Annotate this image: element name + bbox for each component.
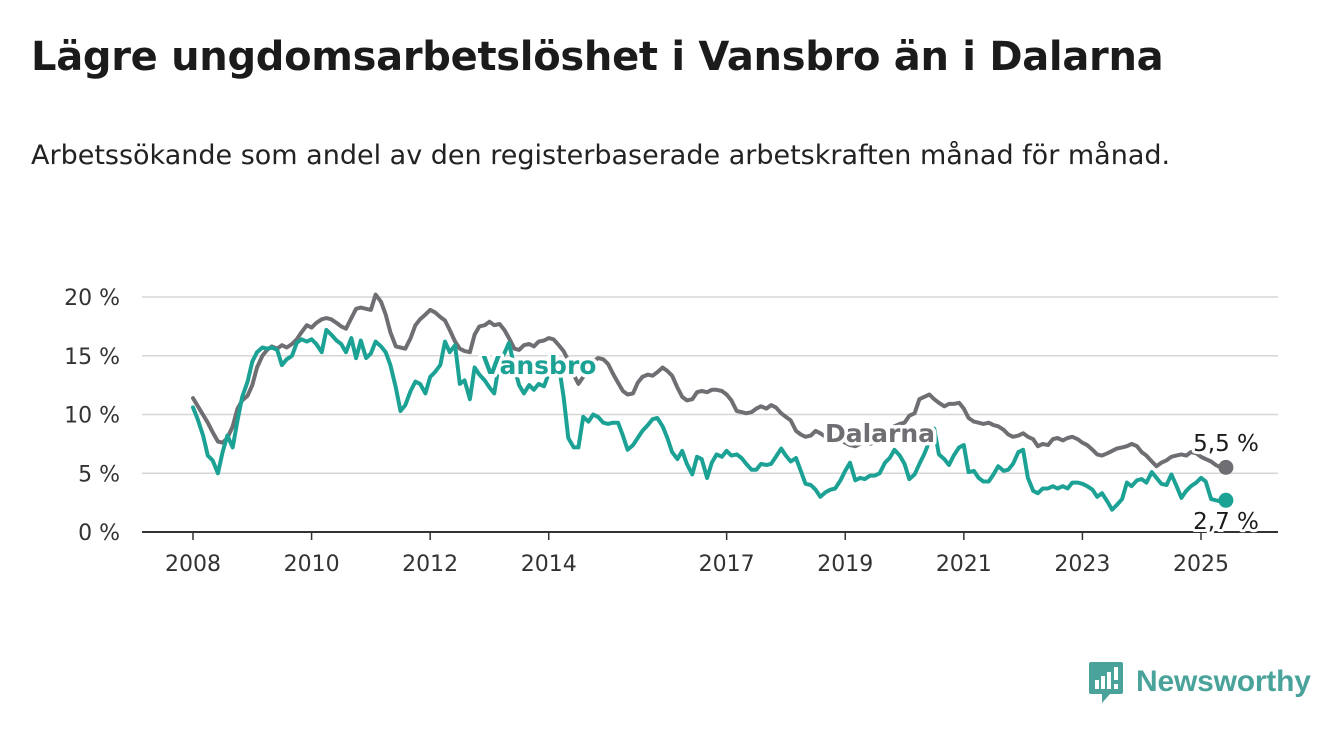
chart-title: Lägre ungdomsarbetslöshet i Vansbro än i… — [31, 34, 1164, 80]
x-tick-label: 2019 — [817, 552, 873, 577]
x-tick-label: 2017 — [699, 552, 755, 577]
series-line-dalarna — [191, 292, 1228, 470]
y-tick-label: 20 % — [64, 286, 120, 311]
x-tick-label: 2010 — [284, 552, 340, 577]
end-value-label-vansbro: 2,7 % — [1193, 509, 1259, 535]
end-point-dalarna — [1218, 459, 1234, 475]
x-tick-label: 2012 — [402, 552, 458, 577]
x-tick-label: 2021 — [936, 552, 992, 577]
series-labels: Dalarna 5,5 % Vansbro 2,7 % — [478, 348, 1262, 539]
y-tick-label: 5 % — [78, 462, 120, 487]
gridlines — [142, 296, 1278, 533]
brand-name: Newsworthy — [1136, 665, 1311, 698]
series-label-vansbro: Vansbro — [482, 351, 597, 380]
brand-logo: Newsworthy — [1088, 660, 1311, 704]
y-tick-label: 0 % — [78, 521, 120, 546]
x-tick-label: 2014 — [521, 552, 577, 577]
x-axis: 2008 2010 2012 2014 2017 2019 2021 2023 2025 — [165, 532, 1229, 577]
bar-chart-exclamation-icon — [1089, 662, 1123, 703]
x-tick-label: 2008 — [165, 552, 221, 577]
end-value-label-dalarna: 5,5 % — [1193, 431, 1259, 457]
series-line-vansbro — [191, 327, 1228, 512]
chart-subtitle: Arbetssökande som andel av den registerb… — [31, 140, 1171, 171]
y-tick-label: 15 % — [64, 345, 120, 370]
end-point-vansbro — [1218, 492, 1234, 508]
y-tick-label: 10 % — [64, 404, 120, 429]
y-axis: 0 % 5 % 10 % 15 % 20 % — [64, 286, 120, 546]
series-label-dalarna: Dalarna — [825, 419, 935, 448]
series-lines — [191, 292, 1234, 512]
x-tick-label: 2023 — [1054, 552, 1110, 577]
x-tick-label: 2025 — [1173, 552, 1229, 577]
